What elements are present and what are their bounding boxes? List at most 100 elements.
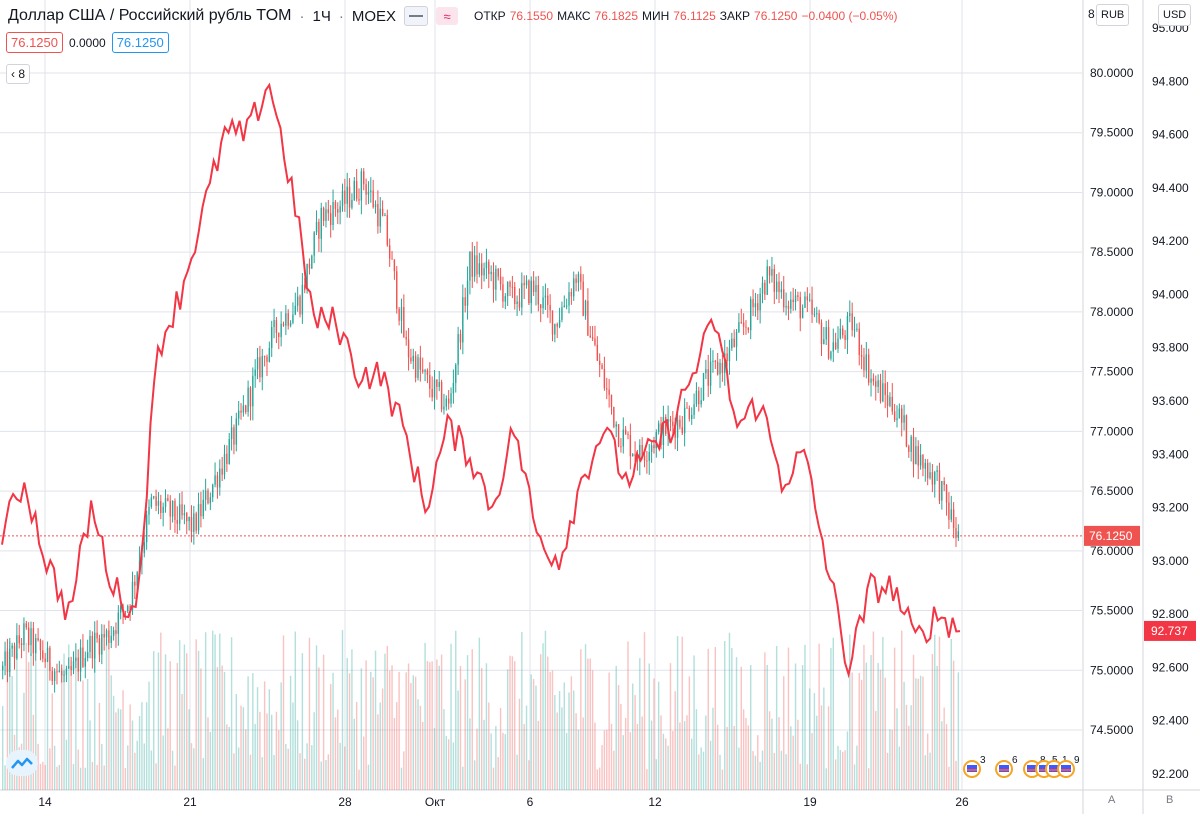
volume-bar	[186, 653, 188, 790]
volume-bar	[379, 702, 381, 790]
candle-body	[103, 634, 105, 638]
volume-bar	[886, 752, 889, 790]
candle-body	[410, 357, 412, 362]
rub-scale-button[interactable]: RUB	[1096, 4, 1130, 26]
volume-bar	[162, 735, 164, 790]
volume-bar	[941, 721, 943, 790]
volume-bar	[483, 719, 485, 790]
candle-body	[174, 500, 176, 520]
candle-body	[245, 405, 247, 412]
candle-body	[643, 455, 646, 461]
scale-b-button[interactable]: B	[1166, 794, 1174, 806]
volume-bar	[693, 655, 695, 790]
volume-bar	[9, 641, 11, 790]
candle-body	[306, 263, 308, 290]
tradingview-logo-icon[interactable]	[6, 750, 38, 776]
candle-body	[223, 453, 226, 475]
right-axis-tick: 92.600	[1152, 660, 1189, 674]
right-axis-tick: 93.200	[1152, 501, 1189, 515]
volume-bar	[924, 755, 927, 790]
left-axis-tick: 77.5000	[1090, 365, 1134, 379]
volume-bar	[440, 654, 443, 790]
volume-bar	[811, 733, 813, 790]
volume-bar	[148, 681, 150, 790]
volume-bar	[403, 751, 405, 790]
volume-bar	[285, 744, 287, 790]
candle-body	[957, 531, 960, 539]
candle-body	[285, 313, 287, 326]
candle-body	[438, 381, 440, 387]
candle-body	[811, 299, 813, 315]
volume-bar	[915, 678, 917, 790]
volume-bar	[561, 707, 563, 790]
volume-bar	[417, 699, 419, 790]
interval-label[interactable]: 1Ч	[312, 7, 331, 25]
flag-icon	[999, 765, 1009, 772]
volume-bar	[676, 636, 679, 790]
candle-body	[462, 297, 464, 343]
legend-separator-2: ·	[338, 7, 344, 25]
volume-bar	[794, 663, 797, 790]
volume-bar	[700, 747, 702, 790]
volume-bar	[278, 730, 280, 790]
candle-body	[318, 221, 320, 239]
volume-bar	[778, 717, 780, 790]
volume-bar	[497, 757, 499, 790]
volume-bar	[674, 691, 676, 790]
volume-bar	[150, 750, 153, 790]
volume-bar	[193, 748, 195, 790]
volume-bar	[304, 758, 306, 790]
candle-body	[337, 209, 339, 213]
usd-scale-button[interactable]: USD	[1158, 4, 1192, 26]
volume-bar	[865, 662, 868, 790]
volume-bar	[195, 639, 197, 790]
candle-body	[613, 406, 615, 427]
volume-bar	[681, 636, 683, 790]
candle-body	[794, 295, 797, 303]
candle-body	[18, 635, 20, 644]
volume-bar	[153, 651, 155, 790]
compare-wave-icon[interactable]: ≈	[436, 7, 459, 25]
candle-body	[603, 368, 606, 389]
visibility-toggle-icon[interactable]	[404, 6, 429, 26]
volume-bar	[688, 676, 691, 790]
candle-body	[834, 342, 837, 349]
time-axis-tick: 26	[955, 795, 969, 809]
right-axis-tick: 93.800	[1152, 341, 1189, 355]
symbol-title[interactable]: Доллар США / Российский рубль TOM	[8, 7, 292, 24]
candle-body	[186, 513, 188, 522]
indicator-toggle[interactable]: ‹ 8	[6, 64, 31, 84]
volume-bar	[775, 645, 778, 790]
volume-bar	[294, 631, 297, 790]
volume-bar	[650, 720, 653, 790]
candle-body	[261, 356, 263, 378]
volume-bar	[801, 665, 804, 790]
volume-bar	[919, 675, 922, 790]
candle-body	[440, 381, 443, 410]
volume-bar	[42, 761, 44, 790]
candle-body	[237, 410, 240, 419]
volume-bar	[16, 653, 18, 790]
candle-body	[728, 348, 731, 362]
right-axis-tick: 93.600	[1152, 394, 1189, 408]
candle-body	[129, 605, 131, 610]
left-axis-tick: 78.5000	[1090, 245, 1134, 259]
candle-body	[58, 670, 61, 673]
volume-bar	[86, 679, 89, 790]
candle-body	[403, 306, 405, 337]
scale-a-button[interactable]: A	[1108, 794, 1116, 806]
volume-bar	[6, 648, 9, 790]
volume-bar	[492, 767, 495, 790]
candle-body	[799, 297, 801, 319]
volume-bar	[318, 667, 320, 790]
volume-bar	[270, 714, 273, 790]
candle-body	[384, 215, 386, 217]
candle-body	[653, 445, 655, 449]
candle-body	[882, 383, 884, 402]
volume-bar	[459, 666, 462, 790]
volume-bar	[575, 713, 577, 790]
candle-body	[230, 427, 233, 440]
candle-body	[353, 180, 355, 200]
